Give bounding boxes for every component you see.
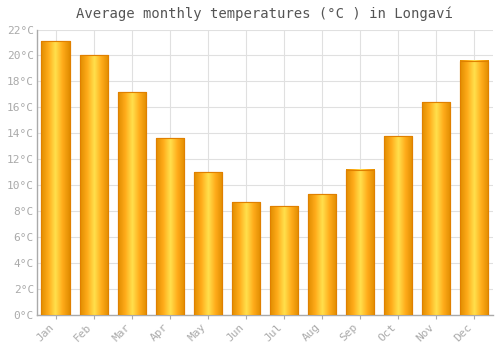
Bar (346, 169, 374, 315)
Bar (156, 139, 184, 315)
Bar (80, 56, 108, 315)
Bar (194, 172, 222, 315)
Bar (460, 61, 488, 315)
Bar (308, 194, 336, 315)
Bar (42, 41, 70, 315)
Title: Average monthly temperatures (°C ) in Longaví: Average monthly temperatures (°C ) in Lo… (76, 7, 454, 21)
Bar (422, 102, 450, 315)
Bar (270, 206, 298, 315)
Bar (384, 136, 412, 315)
Bar (232, 202, 260, 315)
Bar (118, 92, 146, 315)
